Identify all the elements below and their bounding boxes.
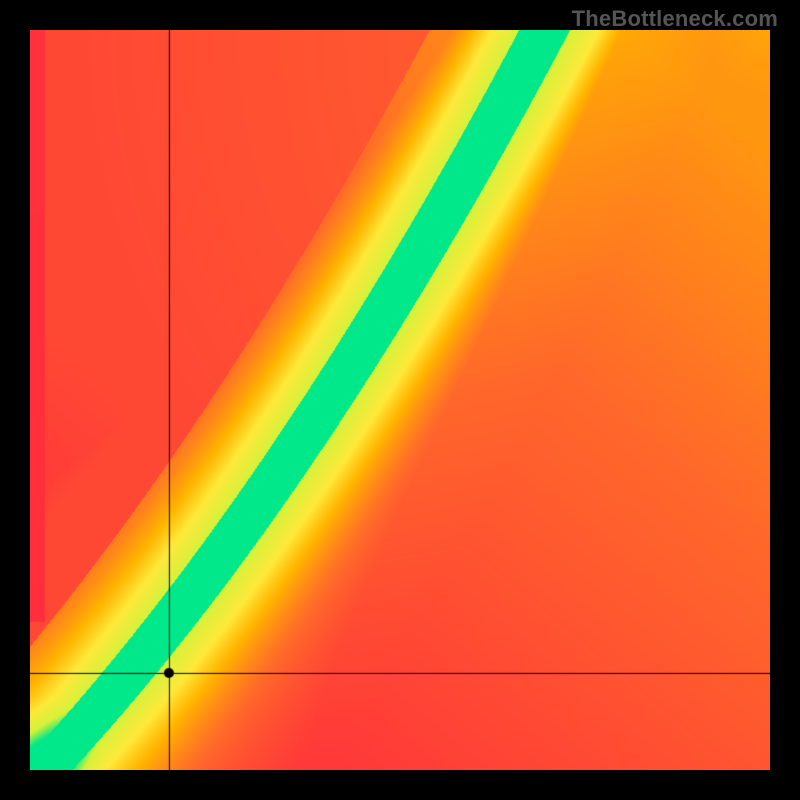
watermark-text: TheBottleneck.com bbox=[572, 6, 778, 32]
heatmap-plot bbox=[30, 30, 770, 770]
chart-container: TheBottleneck.com bbox=[0, 0, 800, 800]
heatmap-canvas bbox=[30, 30, 770, 770]
